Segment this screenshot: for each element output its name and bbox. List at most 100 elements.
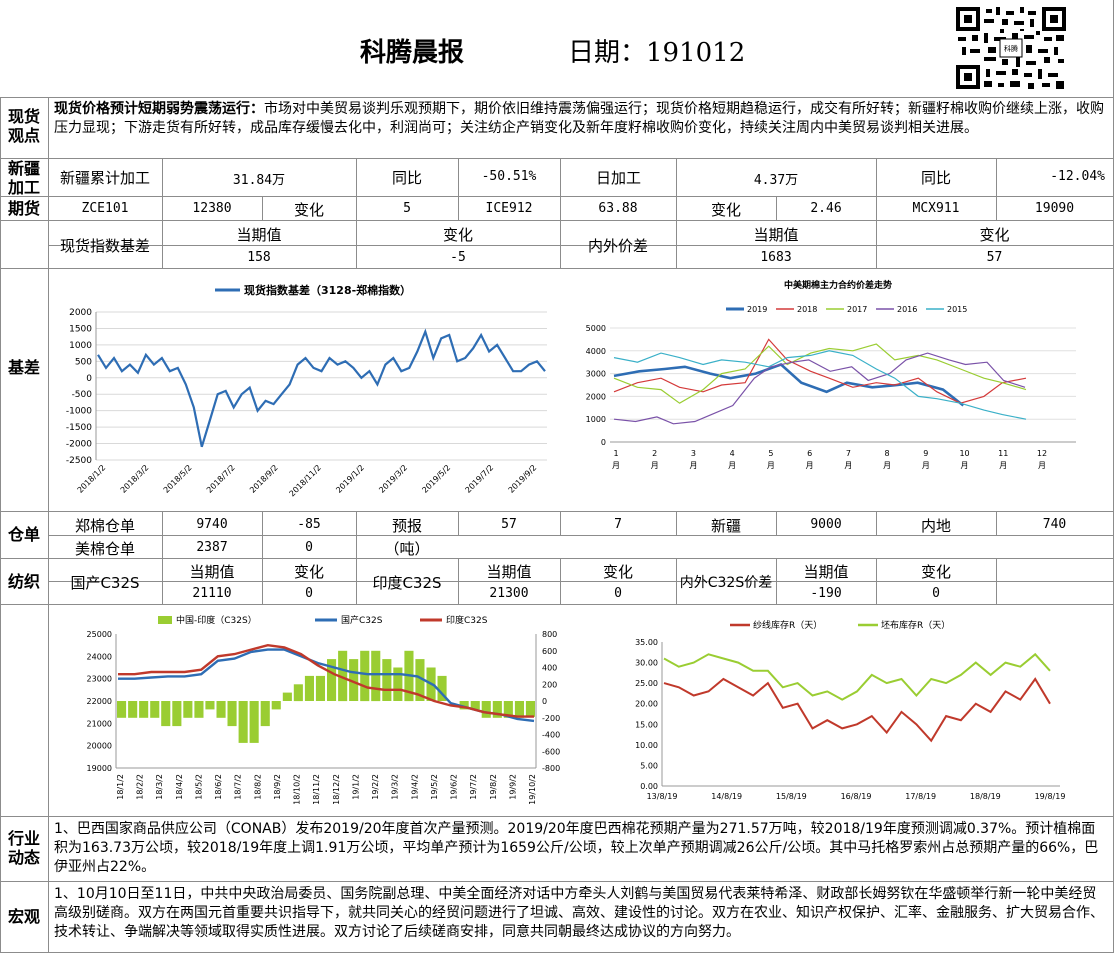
y-tick-label: 30.00: [635, 659, 658, 668]
x-tick-label: 18/12/2: [332, 774, 341, 805]
x-tick-label: 8: [885, 449, 890, 458]
spread-bar: [172, 701, 182, 727]
x-tick-label: 18/2/2: [136, 774, 145, 800]
series-line-2019: [613, 363, 965, 407]
textile-india-chg-label: 变化: [602, 563, 633, 581]
qr-code-icon: 科腾: [954, 5, 1068, 91]
spread-bar: [415, 659, 425, 701]
legend-label: 2015: [947, 305, 967, 314]
y-tick-label: 0: [601, 438, 606, 447]
spread-bar: [304, 675, 314, 701]
wh-forecast-change: 7: [614, 517, 622, 532]
x-tick-label: 2019/5/2: [420, 463, 452, 495]
x-tick-unit: 月: [689, 461, 697, 470]
x-tick-label: 13/8/19: [647, 792, 678, 801]
inventory-chart: 纱线库存R（天） 坯布库存R（天） 35.00 30.00 25.00 20.00 15.…: [635, 619, 1065, 801]
futures-mcx-code: MCX911: [912, 201, 960, 216]
x-tick-label: 15/8/19: [776, 792, 807, 801]
x-tick-label: 19/4/2: [410, 774, 419, 800]
x-tick-unit: 月: [612, 461, 620, 470]
wh-us-change: 0: [305, 540, 313, 555]
series-line-2016: [613, 352, 1026, 425]
y2-tick-label: -800: [542, 764, 560, 773]
textile-spread-cur: -190: [810, 586, 842, 601]
svg-text:科腾: 科腾: [1004, 44, 1018, 53]
spot-basis-chg-label: 变化: [442, 226, 473, 244]
spot-basis-cur: 158: [247, 250, 271, 265]
section-warehouse: 仓单: [7, 525, 40, 544]
x-tick-unit: 月: [999, 461, 1007, 470]
spread-bar: [349, 659, 359, 701]
x-tick-label: 2: [652, 449, 657, 458]
wh-us-label: 美棉仓单: [74, 540, 135, 558]
x-tick-label: 11: [998, 449, 1008, 458]
basis-series-line: [97, 328, 546, 448]
spread-bar: [525, 701, 535, 717]
x-tick-label: 18/7/2: [234, 774, 243, 800]
y-tick-label: 1000: [69, 341, 92, 351]
y2-tick-label: -200: [542, 714, 560, 723]
y-tick-label: 2000: [69, 308, 92, 318]
x-tick-label: 2018/7/2: [205, 463, 237, 495]
futures-ice-change-label: 变化: [710, 201, 741, 219]
x-tick-label: 19/7/2: [469, 774, 478, 800]
spread-bar: [492, 701, 502, 718]
spread-bar: [150, 701, 160, 718]
xinjiang-cum-value: 31.84万: [232, 173, 286, 188]
x-tick-label: 18/4/2: [175, 774, 184, 800]
wh-xinjiang-value: 9000: [810, 517, 842, 532]
section-industry: 行业 动态: [7, 829, 40, 867]
series-line-2017: [613, 343, 1027, 404]
x-tick-label: 18/11/2: [312, 774, 321, 805]
y-tick-label: 25000: [87, 630, 112, 639]
spread-bar: [459, 701, 469, 710]
textile-domestic-label: 国产C32S: [70, 574, 140, 592]
x-tick-label: 19/6/2: [450, 774, 459, 800]
legend-label: 国产C32S: [341, 614, 383, 626]
y2-tick-label: -400: [542, 731, 560, 740]
x-tick-unit: 月: [922, 461, 930, 470]
spread-bar: [227, 701, 237, 727]
wh-zce-value: 9740: [196, 517, 228, 532]
spread-bar: [293, 684, 303, 702]
series-line-2015: [613, 350, 1027, 420]
textile-india-cur-label: 当期值: [486, 563, 532, 581]
x-tick-label: 19/3/2: [391, 774, 400, 800]
spot-basis-label: 现货指数基差: [59, 237, 150, 255]
legend-label: 2017: [847, 305, 867, 314]
wh-forecast-label: 预报: [391, 517, 422, 535]
spread-bar: [327, 659, 337, 701]
wh-zce-change: -85: [297, 517, 321, 532]
wh-us-value: 2387: [196, 540, 228, 555]
y-tick-label: -500: [72, 390, 93, 400]
y-tick-label: 24000: [87, 652, 112, 661]
spot-view-headline: 现货价格预计短期弱势震荡运行：: [54, 101, 264, 117]
x-tick-label: 6: [807, 449, 812, 458]
wh-unit-label: （吨）: [384, 540, 430, 558]
x-tick-label: 2019/9/2: [507, 463, 539, 495]
wh-forecast-value: 57: [501, 517, 517, 532]
y-tick-label: 1500: [69, 324, 92, 334]
spot-basis-chart: 现货指数基差（3128-郑棉指数） 2000 1500 1000 500 0 -500 -1…: [66, 283, 547, 498]
x-tick-label: 19/1/2: [351, 774, 360, 800]
legend-label: 2019: [747, 305, 767, 314]
x-tick-label: 19/10/2: [528, 774, 537, 805]
x-tick-label: 18/10/2: [293, 774, 302, 805]
x-tick-label: 2018/3/2: [119, 463, 151, 495]
textile-domestic-cur: 21110: [192, 586, 232, 601]
textile-spread-cur-label: 当期值: [803, 563, 849, 581]
futures-mcx-price: 19090: [1034, 201, 1075, 216]
x-tick-label: 19/2/2: [371, 774, 380, 800]
wh-inland-label: 内地: [920, 517, 951, 535]
series-line-2: [118, 643, 534, 718]
futures-zce-change: 5: [403, 201, 411, 216]
spot-basis-cur-label: 当期值: [236, 226, 282, 244]
x-tick-label: 16/8/19: [841, 792, 872, 801]
spread-bar: [183, 701, 193, 718]
futures-zce-price: 12380: [192, 201, 232, 216]
chart-title-group: 现货指数基差（3128-郑棉指数）: [215, 283, 411, 297]
y-tick-label: 0.00: [640, 782, 658, 791]
legend-swatch: [158, 616, 172, 624]
spot-basis-chg: -5: [450, 250, 466, 265]
textile-spread-chg-label: 变化: [920, 563, 951, 581]
